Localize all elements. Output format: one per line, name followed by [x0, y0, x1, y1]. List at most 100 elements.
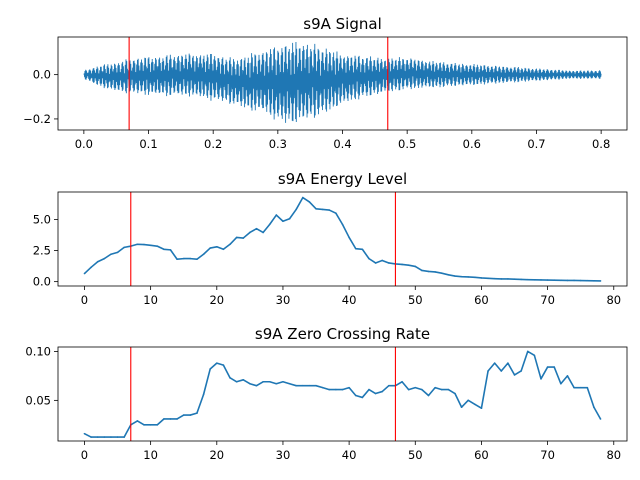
data-point	[149, 244, 152, 247]
data-point	[235, 380, 238, 383]
plot-area	[83, 42, 602, 123]
data-point	[302, 384, 304, 387]
data-point	[454, 275, 456, 277]
data-point	[526, 278, 529, 281]
data-point	[526, 350, 529, 353]
data-point	[83, 432, 86, 435]
data-point	[586, 279, 589, 282]
data-point	[196, 258, 198, 261]
data-point	[249, 231, 251, 234]
data-point	[321, 208, 324, 211]
plot-area	[83, 196, 602, 282]
data-point	[487, 370, 489, 372]
axes-frame	[57, 346, 628, 442]
x-tick-label: 40	[342, 448, 357, 462]
data-point	[599, 418, 602, 420]
plot-area	[83, 350, 602, 438]
x-tick-label: 0.2	[204, 137, 222, 151]
data-point	[579, 386, 582, 389]
x-tick-label: 60	[474, 448, 489, 462]
data-point	[143, 243, 145, 246]
data-point	[480, 407, 483, 410]
data-point	[533, 354, 536, 357]
data-point	[262, 380, 264, 383]
data-point	[262, 231, 264, 234]
data-point	[96, 260, 99, 263]
data-point	[275, 214, 278, 216]
data-point	[282, 380, 284, 383]
data-point	[143, 424, 145, 426]
x-tick-label: 0	[81, 293, 88, 307]
data-point	[235, 236, 238, 239]
data-point	[487, 277, 489, 280]
data-point	[182, 414, 185, 416]
data-point	[315, 384, 317, 387]
data-point	[546, 279, 549, 281]
data-point	[328, 388, 331, 391]
data-point	[222, 364, 225, 366]
data-point	[407, 264, 410, 267]
data-point	[447, 388, 450, 391]
data-point	[123, 246, 125, 249]
data-point	[421, 388, 423, 391]
data-point	[202, 393, 205, 396]
data-point	[116, 436, 119, 438]
x-tick-label: 0.0	[75, 137, 93, 151]
data-point	[381, 259, 384, 262]
data-point	[288, 382, 291, 385]
data-point	[169, 249, 172, 251]
data-point	[401, 380, 403, 383]
x-tick-label: 40	[342, 293, 357, 307]
data-point	[566, 375, 569, 377]
y-tick-label: 0.05	[25, 393, 51, 407]
data-point	[354, 394, 357, 397]
chart-panel-2: s9A Energy Level 0 10 20 30 40 50 60 70 80 0.0 2.5 5…	[33, 170, 628, 307]
data-point	[96, 436, 99, 438]
x-tick-label: 0.8	[592, 137, 610, 151]
y-tick-label: 2.5	[33, 244, 51, 258]
data-point	[103, 436, 106, 438]
data-point	[149, 424, 152, 426]
data-point	[540, 279, 542, 281]
data-point	[275, 382, 278, 385]
data-point	[513, 278, 516, 280]
data-point	[176, 418, 178, 420]
data-point	[315, 208, 317, 210]
chart-panel-3: s9A Zero Crossing Rate 0 10 20 30 40 50 60 70 80 0…	[25, 325, 628, 462]
axes-frame	[57, 191, 628, 287]
data-point	[447, 273, 450, 276]
data-point	[163, 418, 165, 420]
data-point	[215, 362, 218, 364]
data-point	[110, 253, 112, 256]
x-tick-label: 0.6	[463, 137, 481, 151]
data-point	[566, 279, 569, 282]
data-point	[156, 424, 159, 426]
data-point	[368, 257, 370, 260]
data-point	[83, 272, 86, 275]
data-point	[136, 243, 139, 246]
x-tick-label: 30	[276, 448, 291, 462]
x-tick-label: 0.4	[333, 137, 351, 151]
data-point	[414, 386, 417, 389]
data-point	[414, 265, 417, 268]
data-point	[434, 271, 436, 273]
data-point	[434, 386, 436, 389]
x-tick-label: 20	[209, 293, 224, 307]
data-point	[321, 386, 324, 389]
x-tick-label: 10	[143, 448, 158, 462]
data-point	[295, 384, 297, 387]
data-point	[268, 380, 271, 383]
data-point	[454, 392, 456, 395]
data-point	[573, 279, 575, 282]
data-point	[467, 276, 470, 278]
data-point	[169, 418, 172, 420]
data-point	[90, 266, 92, 269]
data-point	[361, 248, 364, 251]
series-line	[84, 350, 602, 438]
data-point	[520, 278, 522, 281]
data-point	[401, 263, 403, 266]
data-point	[427, 270, 430, 273]
chart-title: s9A Signal	[303, 15, 381, 33]
data-point	[460, 406, 463, 409]
data-point	[295, 208, 297, 211]
